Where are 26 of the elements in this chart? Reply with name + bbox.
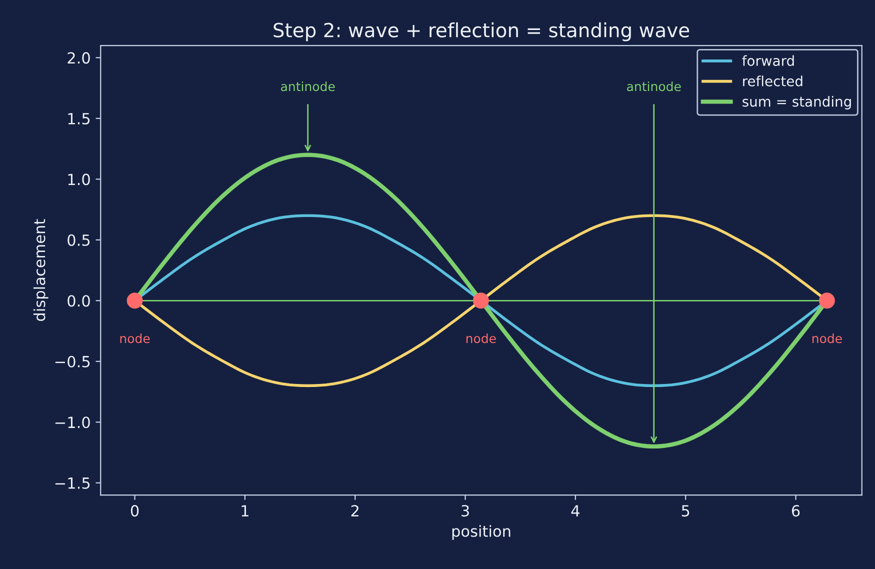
y-tick-label: −1.5 [55, 478, 90, 489]
annotation: node [466, 333, 496, 344]
annotation: node [120, 333, 150, 344]
y-tick-label: 2.0 [68, 52, 90, 64]
x-tick-label: 6 [792, 505, 800, 517]
x-tick-label: 1 [242, 505, 248, 516]
x-tick-label: 5 [682, 505, 690, 517]
x-axis-title: position [452, 525, 510, 540]
x-tick-label: 2 [351, 505, 358, 516]
x-tick-label: 3 [462, 505, 469, 517]
annotation: node [812, 333, 842, 344]
x-tick-label: 4 [571, 505, 580, 516]
x-tick-label: 0 [130, 505, 139, 517]
y-tick-label: −1.0 [55, 416, 90, 428]
y-tick-label: −0.5 [55, 356, 90, 368]
annotation: antinode [281, 81, 335, 92]
y-tick-label: 0.0 [68, 295, 90, 307]
legend-label: reflected [743, 76, 802, 86]
chart-title: Step 2: wave + reflection = standing wave [274, 22, 690, 42]
y-tick-label: 1.5 [68, 113, 90, 124]
legend-label: sum = standing [742, 96, 851, 110]
y-tick-label: 0.5 [68, 234, 90, 246]
y-axis-title: displacement [33, 219, 48, 321]
annotation: antinode [627, 81, 681, 92]
y-tick-label: 1.0 [68, 174, 90, 186]
legend-label: forward [742, 55, 794, 66]
